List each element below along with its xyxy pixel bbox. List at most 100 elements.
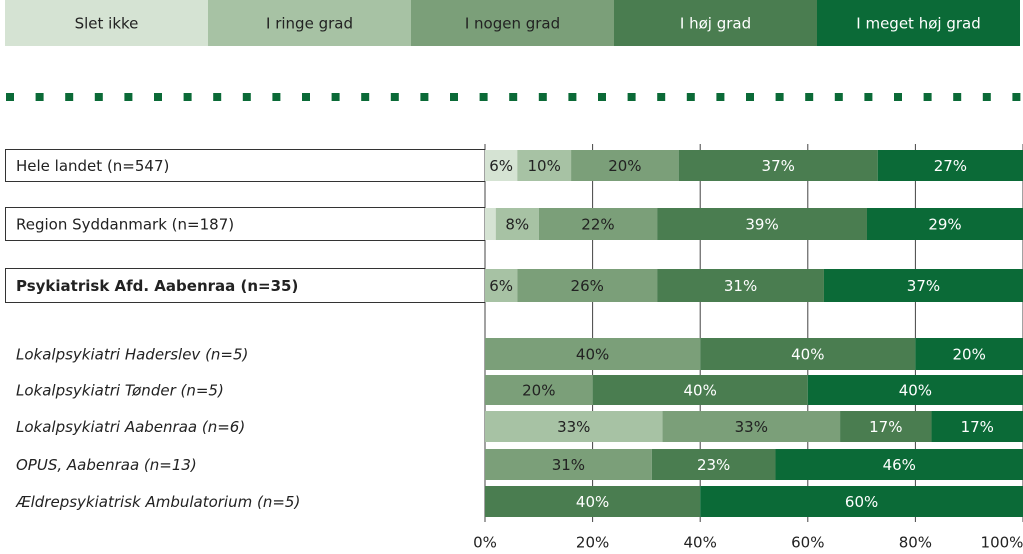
separator-dot (894, 93, 902, 101)
separator-dot (154, 93, 162, 101)
category-label: OPUS, Aabenraa (n=13) (16, 456, 197, 474)
value-label: 40% (576, 346, 609, 364)
bar-segment (915, 338, 1023, 370)
separator-dot (627, 93, 636, 101)
category-label: Region Syddanmark (n=187) (16, 216, 234, 234)
separator-dot (479, 93, 488, 101)
legend-label: I nogen grad (465, 15, 560, 33)
value-label: 40% (899, 382, 932, 400)
x-tick-label: 0% (473, 534, 497, 552)
separator-dot (953, 93, 962, 101)
x-tick-label: 20% (576, 534, 609, 552)
bar-segment (662, 411, 841, 442)
value-label: 37% (762, 157, 795, 175)
separator-dot (864, 93, 873, 101)
separator-dot (834, 93, 843, 101)
bar-segment (485, 269, 518, 302)
value-label: 10% (528, 157, 561, 175)
separator-dot (1012, 93, 1021, 101)
bar-segment (877, 150, 1023, 181)
x-tick-label: 60% (791, 534, 824, 552)
separator-dot (686, 93, 695, 101)
value-label: 27% (934, 157, 967, 175)
separator-dot (124, 93, 133, 101)
separator-dot (390, 93, 399, 101)
legend-label: I ringe grad (266, 15, 353, 33)
value-label: 20% (953, 346, 986, 364)
separator-dot (213, 93, 222, 101)
value-label: 31% (552, 456, 585, 474)
bar-segment (517, 150, 572, 181)
separator-dot (538, 93, 547, 101)
bar-segment (485, 338, 701, 370)
bar-segment (823, 269, 1023, 302)
category-label: Lokalpsykiatri Aabenraa (n=6) (16, 418, 245, 436)
bar-segment (657, 269, 824, 302)
separator-dot (805, 93, 814, 101)
value-label: 40% (791, 346, 824, 364)
value-label: 29% (928, 216, 961, 234)
bar-segment (678, 150, 878, 181)
legend-swatch (411, 0, 614, 46)
bar-segment (931, 411, 1023, 442)
bar-segment (700, 486, 1023, 517)
value-label: 40% (576, 493, 609, 511)
separator-dot (94, 93, 103, 101)
bar-segment (485, 375, 593, 405)
category-label: Lokalpsykiatri Haderslev (n=5) (16, 346, 248, 364)
category-label: Ældrepsykiatrisk Ambulatorium (n=5) (15, 493, 300, 511)
category-label: Hele landet (n=547) (16, 157, 169, 175)
separator-dot (509, 93, 518, 101)
separator-dot (716, 93, 725, 101)
x-tick-label: 40% (684, 534, 717, 552)
bar-segment (485, 150, 518, 181)
value-label: 39% (745, 216, 778, 234)
legend-swatch (614, 0, 817, 46)
value-label: 23% (697, 456, 730, 474)
bar-segment (485, 486, 701, 517)
separator-dot (361, 93, 370, 101)
separator-dot (775, 93, 784, 101)
bar-segment (807, 375, 1023, 405)
value-label: 33% (557, 418, 590, 436)
legend-swatch (817, 0, 1020, 46)
bar-segment (485, 208, 496, 240)
value-label: 17% (869, 418, 902, 436)
legend-label: Slet ikke (75, 15, 139, 33)
separator-dot (568, 93, 577, 101)
value-label: 33% (735, 418, 768, 436)
bar-segment (700, 338, 916, 370)
bar-segment (485, 411, 663, 442)
x-tick-label: 80% (899, 534, 932, 552)
bar-segment (495, 208, 539, 240)
value-label: 37% (907, 277, 940, 295)
value-label: 22% (581, 216, 614, 234)
separator-dot (272, 93, 281, 101)
separator-dot (746, 93, 754, 101)
value-label: 17% (961, 418, 994, 436)
legend-label: I meget høj grad (856, 15, 980, 33)
separator-dot (598, 93, 606, 101)
bar-segment (485, 449, 652, 480)
value-label: 6% (489, 277, 513, 295)
separator-dot (6, 93, 14, 101)
bar-segment (840, 411, 932, 442)
separator-dot (183, 93, 192, 101)
value-label: 31% (724, 277, 757, 295)
value-label: 60% (845, 493, 878, 511)
separator-dot (302, 93, 310, 101)
category-label: Lokalpsykiatri Tønder (n=5) (16, 382, 224, 400)
x-tick-label: 100% (981, 534, 1023, 552)
separator-dot (450, 93, 458, 101)
separator-dot (242, 93, 251, 101)
legend-swatch (5, 0, 208, 46)
value-label: 8% (505, 216, 529, 234)
bar-segment (866, 208, 1023, 240)
category-label: Psykiatrisk Afd. Aabenraa (n=35) (16, 277, 298, 295)
bar-segment (538, 208, 658, 240)
value-label: 20% (522, 382, 555, 400)
bar-segment (651, 449, 776, 480)
legend-label: I høj grad (680, 15, 751, 33)
value-label: 26% (571, 277, 604, 295)
